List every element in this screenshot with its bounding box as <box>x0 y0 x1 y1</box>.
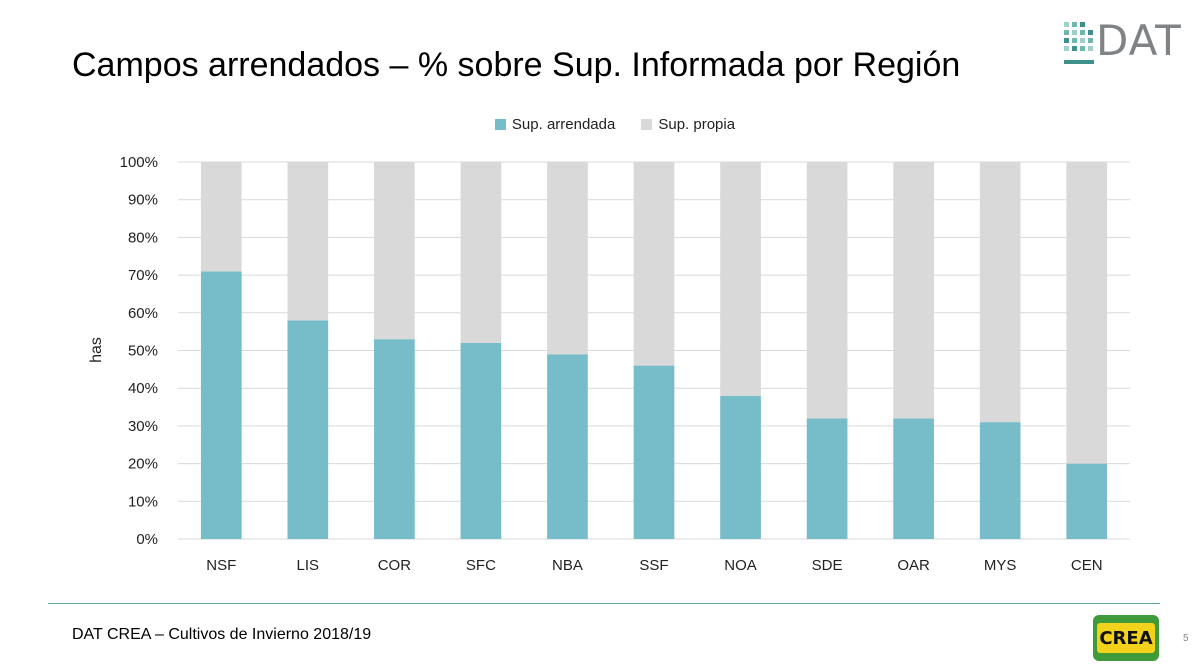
x-tick-label-lis: LIS <box>297 557 320 574</box>
page-title: Campos arrendados – % sobre Sup. Informa… <box>72 46 961 84</box>
y-tick-label: 0% <box>136 531 158 548</box>
bar-arrendada-cen <box>1066 463 1108 539</box>
bar-propia-noa <box>720 162 761 396</box>
dat-logo-underline <box>1064 60 1094 64</box>
dat-logo: DAT <box>1064 16 1181 65</box>
footer-text: DAT CREA – Cultivos de Invierno 2018/19 <box>72 626 372 643</box>
bar-arrendada-sfc <box>460 342 502 539</box>
bars <box>200 162 1108 539</box>
x-tick-label-cen: CEN <box>1071 557 1103 574</box>
crea-logo: CREA <box>1093 615 1159 661</box>
bar-propia-nsf <box>200 162 242 272</box>
y-tick-label: 100% <box>120 154 158 171</box>
x-tick-label-nba: NBA <box>552 557 583 574</box>
y-tick-label: 90% <box>128 192 158 209</box>
x-tick-label-mys: MYS <box>984 557 1017 574</box>
bar-propia-oar <box>893 162 934 419</box>
legend-label-arrendada: Sup. arrendada <box>511 116 616 133</box>
y-tick-label: 60% <box>128 305 158 322</box>
legend-item-propia: Sup. propia <box>641 116 735 133</box>
bar-propia-lis <box>287 162 329 321</box>
y-tick-label: 20% <box>128 456 158 473</box>
footer-divider <box>48 603 1160 604</box>
x-tick-label-sfc: SFC <box>466 557 496 574</box>
stacked-bar-chart: 0% 10% 20% 30% 40% 50% 60% 70% 80% 90% 100% NSF LIS… <box>88 154 1130 574</box>
bar-propia-cor <box>374 162 415 340</box>
legend-swatch-arrendada <box>494 119 506 130</box>
x-tick-label-nsf: NSF <box>206 557 236 574</box>
legend-label-propia: Sup. propia <box>658 116 736 133</box>
dat-logo-icon <box>1064 22 1093 51</box>
bar-arrendada-noa <box>720 395 761 539</box>
crea-logo-text: CREA <box>1097 623 1155 653</box>
bar-arrendada-cor <box>374 339 415 539</box>
chart-legend: Sup. arrendada Sup. propia <box>0 116 1200 133</box>
bar-arrendada-mys <box>979 422 1021 539</box>
bar-propia-cen <box>1066 162 1108 464</box>
legend-swatch-propia <box>641 119 653 130</box>
bar-propia-sfc <box>460 162 502 343</box>
bar-propia-nba <box>547 162 588 355</box>
bar-propia-sde <box>806 162 848 419</box>
bar-propia-ssf <box>633 162 675 366</box>
y-tick-label: 30% <box>128 418 158 435</box>
x-tick-label-oar: OAR <box>897 557 930 574</box>
y-tick-labels: 0% 10% 20% 30% 40% 50% 60% 70% 80% 90% 100% <box>120 154 158 548</box>
bar-arrendada-lis <box>287 320 329 539</box>
y-tick-label: 70% <box>128 267 158 284</box>
y-tick-label: 40% <box>128 380 158 397</box>
legend-item-arrendada: Sup. arrendada <box>494 116 616 133</box>
bar-arrendada-oar <box>893 418 934 539</box>
bar-arrendada-nba <box>547 354 588 539</box>
bar-arrendada-nsf <box>200 271 242 539</box>
bar-arrendada-ssf <box>633 365 675 539</box>
page-number: 5 <box>1183 633 1189 644</box>
x-tick-label-ssf: SSF <box>639 557 668 574</box>
dat-logo-text: DAT <box>1096 16 1182 65</box>
y-axis-label: has <box>88 337 105 363</box>
x-tick-label-noa: NOA <box>724 557 757 574</box>
x-tick-label-sde: SDE <box>812 557 843 574</box>
y-tick-label: 10% <box>128 493 158 510</box>
y-tick-label: 80% <box>128 229 158 246</box>
bar-propia-mys <box>979 162 1021 423</box>
x-tick-labels: NSF LIS COR SFC NBA SSF NOA SDE OAR MYS CEN <box>206 557 1102 574</box>
x-tick-label-cor: COR <box>378 557 412 574</box>
y-tick-label: 50% <box>128 343 158 360</box>
bar-arrendada-sde <box>806 418 848 539</box>
